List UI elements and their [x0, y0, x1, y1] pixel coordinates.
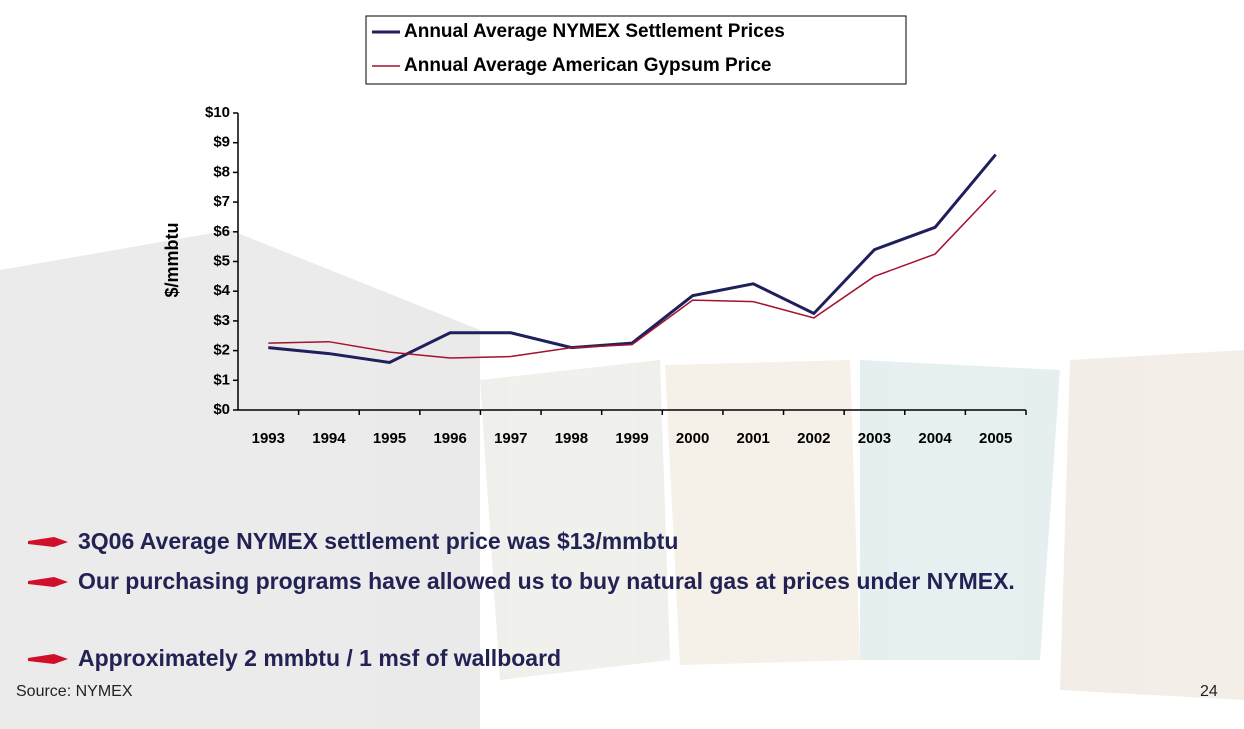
bullet-text: Our purchasing programs have allowed us … [78, 564, 1188, 598]
x-tick-label: 1999 [615, 430, 648, 447]
y-tick-label: $4 [213, 282, 230, 299]
y-tick-label: $9 [213, 134, 230, 151]
x-tick-label: 2004 [918, 430, 952, 447]
y-tick-label: $0 [213, 401, 230, 418]
y-tick-label: $7 [213, 193, 230, 210]
legend-label: Annual Average American Gypsum Price [404, 55, 771, 76]
page-number: 24 [1200, 683, 1218, 701]
bullet-icon [28, 535, 68, 549]
chart: $/mmbtu $0 $1 $2 $3 $4 $5 $6 $7 $8 $9 $10 1993 1994 1… [0, 0, 1244, 729]
x-tick-label: 2001 [737, 430, 770, 447]
x-tick-label: 2000 [676, 430, 709, 447]
bullet-icon [28, 652, 68, 666]
x-tick-label: 2005 [979, 430, 1012, 447]
x-tick-label: 1996 [433, 430, 466, 447]
bullet-icon [28, 575, 68, 589]
slide: $/mmbtu $0 $1 $2 $3 $4 $5 $6 $7 $8 $9 $10 1993 1994 1… [0, 0, 1244, 729]
x-tick-label: 1995 [373, 430, 406, 447]
data-line [268, 155, 995, 363]
bullet-text: 3Q06 Average NYMEX settlement price was … [78, 524, 1188, 558]
y-axis-title: $/mmbtu [162, 222, 182, 297]
data-line [268, 190, 995, 358]
y-tick-label: $8 [213, 163, 230, 180]
y-tick-label: $2 [213, 342, 230, 359]
x-tick-label: 1997 [494, 430, 527, 447]
source: Source: NYMEX [16, 683, 132, 701]
x-tick-label: 1998 [555, 430, 588, 447]
x-tick-label: 1993 [252, 430, 285, 447]
x-tick-label: 1994 [312, 430, 346, 447]
legend-label: Annual Average NYMEX Settlement Prices [404, 21, 785, 42]
bullet-text: Approximately 2 mmbtu / 1 msf of wallboa… [78, 641, 1188, 675]
y-tick-label: $10 [205, 104, 230, 121]
y-tick-label: $3 [213, 312, 230, 329]
x-tick-label: 2003 [858, 430, 891, 447]
y-tick-label: $1 [213, 371, 230, 388]
x-tick-label: 2002 [797, 430, 830, 447]
y-tick-label: $5 [213, 252, 230, 269]
y-tick-label: $6 [213, 223, 230, 240]
